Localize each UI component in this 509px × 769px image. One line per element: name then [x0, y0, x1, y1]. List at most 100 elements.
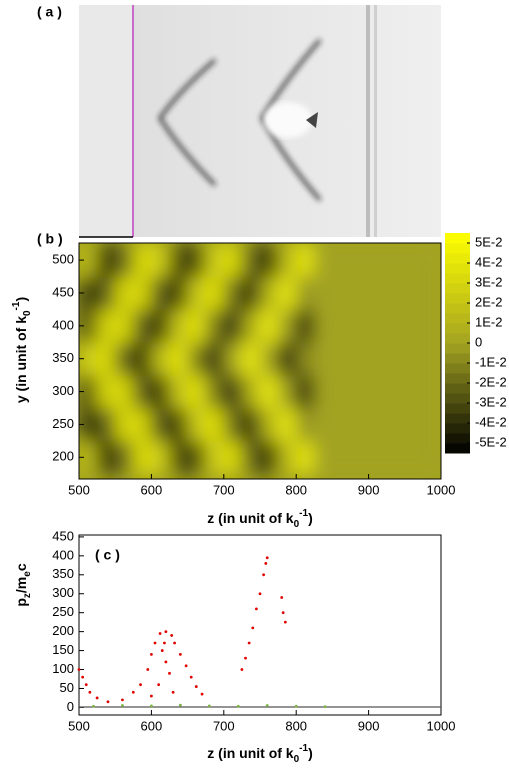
- axis-title-part: y (in unit of k: [13, 316, 29, 403]
- colorbar-band: [445, 443, 470, 454]
- scatter-point: [294, 704, 298, 708]
- scatter-point: [244, 656, 247, 660]
- contour-cell: [259, 374, 279, 409]
- contour-cell: [79, 407, 98, 442]
- scatter-point: [106, 700, 110, 704]
- scatter-point: [164, 660, 168, 664]
- scatter-point: [84, 683, 88, 687]
- axis-title-part: z (in unit of k: [207, 745, 294, 761]
- x-tick-label: 600: [141, 718, 163, 733]
- contour-cell: [114, 407, 134, 442]
- scatter-point: [88, 690, 92, 694]
- scatter-point: [164, 630, 168, 634]
- axis-title-part: 0: [294, 754, 300, 765]
- scatter-point: [240, 668, 244, 671]
- contour-cell: [114, 308, 134, 343]
- colorbar-tick-label: -1E-2: [475, 354, 507, 369]
- y-tick-label: 0: [67, 699, 74, 714]
- scatter-point: [150, 704, 153, 708]
- panel-label: ( b ): [37, 231, 63, 247]
- scatter-point: [160, 649, 164, 652]
- contour-cell: [259, 407, 279, 442]
- y-tick-label: 400: [52, 317, 74, 332]
- contour-cell: [259, 276, 279, 310]
- contour-cell: [132, 308, 152, 343]
- colorbar-tick-label: -4E-2: [475, 414, 507, 429]
- contour-cell: [241, 407, 261, 442]
- colorbar-band: [445, 273, 470, 284]
- contour-cell: [79, 374, 98, 409]
- contour-cell: [96, 308, 116, 343]
- scatter-point: [265, 704, 269, 707]
- panel-c: 500 600 700 800 900 1000 0 50 100 150 200 250 300 350…: [13, 528, 456, 765]
- axis-title-part: 0: [294, 519, 300, 530]
- axis-title-part: e: [22, 571, 33, 577]
- scatter-point: [171, 690, 175, 694]
- axis-title-part: z (in unit of k: [207, 510, 294, 526]
- contour-cell: [331, 407, 441, 442]
- plot-frame: [78, 242, 442, 480]
- contour-cell: [150, 276, 170, 310]
- scatter-point: [323, 705, 327, 709]
- contour-cell: [150, 440, 170, 475]
- contour-cell: [313, 341, 333, 376]
- axis-title: pz/mec: [13, 563, 33, 606]
- contour-cell: [187, 276, 207, 310]
- contour-cell: [169, 440, 189, 475]
- contour-cell: [223, 276, 243, 310]
- scatter-point: [184, 664, 188, 668]
- colorbar-band: [445, 373, 470, 384]
- colorbar-band: [445, 353, 470, 364]
- contour-cell: [114, 341, 134, 376]
- colorbar-band: [445, 253, 470, 264]
- contour-cell: [295, 243, 315, 278]
- scatter-point: [150, 652, 153, 656]
- panel-a-image: [79, 5, 441, 238]
- contour-cell: [259, 440, 279, 475]
- x-tick-label: 1000: [427, 482, 456, 497]
- colorbar-band: [445, 403, 470, 414]
- y-tick-label: 450: [52, 284, 74, 299]
- axis-title: z (in unit of k0-1): [207, 508, 312, 530]
- colorbar-band: [445, 293, 470, 304]
- colorbar-tick-label: 4E-2: [475, 254, 502, 269]
- contour-cell: [205, 243, 225, 278]
- contour-cell: [295, 276, 315, 310]
- x-tick-label: 1000: [427, 718, 456, 733]
- colorbar-band: [445, 313, 470, 324]
- contour-cell: [241, 308, 261, 343]
- contour-cell: [313, 374, 333, 409]
- scatter-point: [81, 675, 85, 679]
- y-tick-label: 250: [52, 604, 74, 619]
- colorbar-tick-label: 5E-2: [475, 234, 502, 249]
- y-tick-label: 350: [52, 566, 74, 581]
- contour-cell: [79, 243, 98, 278]
- x-tick-label: 700: [213, 482, 235, 497]
- scatter-point: [281, 611, 285, 615]
- contour-cell: [169, 276, 189, 310]
- contour-area: [79, 243, 441, 479]
- scatter-point: [207, 704, 211, 708]
- contour-cell: [331, 341, 441, 376]
- scatter-point: [178, 652, 182, 656]
- contour-cell: [313, 440, 333, 475]
- colorbar-tick-label: -3E-2: [475, 394, 507, 409]
- scatter-point: [150, 694, 153, 698]
- colorbar-band: [445, 323, 470, 334]
- contour-cell: [150, 308, 170, 343]
- scatter-point: [158, 632, 162, 635]
- y-tick-label: 100: [52, 661, 74, 676]
- axis-title-part: p: [13, 598, 29, 607]
- contour-cell: [114, 243, 134, 278]
- contour-cell: [331, 308, 441, 343]
- colorbar-tick-label: 0: [475, 334, 482, 349]
- scatter-point: [258, 592, 262, 596]
- contour-cell: [313, 276, 333, 310]
- scatter-point: [254, 607, 258, 611]
- contour-cell: [96, 407, 116, 442]
- y-tick-label: 300: [52, 585, 74, 600]
- scatter-point: [92, 704, 95, 708]
- contour-cell: [96, 440, 116, 475]
- contour-cell: [169, 341, 189, 376]
